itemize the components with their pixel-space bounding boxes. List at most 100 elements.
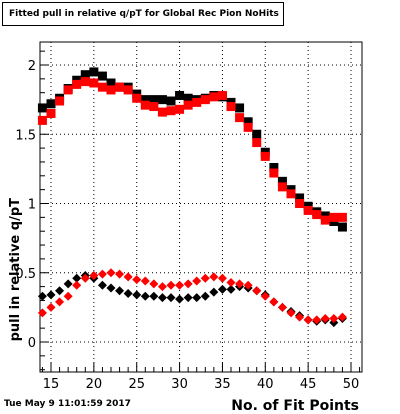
- data-point-square: [235, 103, 245, 113]
- data-point-diamond: [252, 286, 262, 296]
- data-point-diamond: [295, 312, 305, 322]
- x-tick-label: 45: [300, 377, 317, 392]
- data-point-square: [149, 95, 159, 105]
- data-point-diamond: [235, 279, 245, 289]
- data-point-square: [166, 106, 176, 116]
- data-point-diamond: [106, 268, 116, 278]
- data-point-diamond: [123, 289, 133, 299]
- data-point-diamond: [329, 313, 339, 323]
- data-point-square: [295, 199, 305, 208]
- data-point-square: [72, 79, 82, 89]
- data-point-diamond: [37, 291, 47, 301]
- data-point-diamond: [97, 280, 107, 290]
- data-point-diamond: [183, 293, 193, 303]
- y-tick-label: 1: [28, 198, 36, 213]
- data-point-square: [157, 107, 167, 117]
- data-point-square: [97, 71, 107, 81]
- data-point-diamond: [260, 291, 270, 301]
- data-point-diamond: [46, 290, 56, 300]
- data-point-diamond: [286, 308, 296, 318]
- x-tick-label: 20: [86, 377, 103, 392]
- data-point-diamond: [115, 269, 125, 279]
- data-point-diamond: [166, 293, 176, 303]
- data-point-diamond: [157, 282, 167, 292]
- data-point-square: [123, 85, 133, 95]
- data-point-diamond: [337, 312, 347, 322]
- data-point-square: [55, 96, 65, 106]
- data-point-square: [140, 95, 150, 105]
- data-point-square: [46, 99, 56, 109]
- data-point-square: [277, 182, 287, 192]
- data-point-diamond: [192, 293, 202, 303]
- data-point-square: [312, 210, 322, 220]
- data-point-square: [37, 115, 47, 125]
- data-point-square: [175, 104, 185, 114]
- data-point-square: [320, 215, 330, 225]
- data-point-diamond: [269, 297, 279, 307]
- data-point-square: [260, 151, 270, 161]
- data-point-square: [132, 93, 142, 103]
- data-point-diamond: [209, 287, 219, 297]
- data-point-diamond: [72, 280, 82, 290]
- data-point-square: [286, 189, 296, 199]
- data-point-diamond: [149, 279, 159, 289]
- data-point-square: [115, 82, 125, 92]
- x-tick-label: 25: [128, 377, 145, 392]
- data-point-diamond: [320, 313, 330, 323]
- data-point-diamond: [277, 302, 287, 312]
- data-point-square: [97, 82, 107, 92]
- data-point-diamond: [140, 291, 150, 301]
- data-point-square: [243, 117, 253, 127]
- data-point-square: [277, 176, 287, 186]
- x-tick-label: 50: [343, 377, 360, 392]
- data-point-diamond: [200, 273, 210, 283]
- data-point-square: [329, 212, 339, 222]
- data-point-square: [106, 85, 116, 95]
- data-point-square: [252, 138, 262, 148]
- x-tick-label: 35: [214, 377, 231, 392]
- y-tick-label: 0.5: [15, 267, 36, 282]
- data-point-diamond: [175, 280, 185, 290]
- x-tick-label: 15: [43, 377, 60, 392]
- x-tick-label: 30: [171, 377, 188, 392]
- y-tick-label: 1.5: [15, 128, 36, 143]
- x-axis-label: No. of Fit Points: [231, 398, 359, 414]
- data-point-diamond: [175, 294, 185, 304]
- data-point-square: [89, 78, 99, 88]
- data-point-square: [140, 100, 150, 110]
- data-point-diamond: [80, 273, 90, 283]
- data-point-square: [337, 212, 347, 222]
- data-point-diamond: [312, 315, 322, 325]
- data-point-square: [106, 78, 116, 88]
- data-point-diamond: [37, 308, 47, 318]
- data-point-diamond: [217, 273, 227, 283]
- data-point-diamond: [166, 280, 176, 290]
- data-point-diamond: [243, 280, 253, 290]
- data-point-diamond: [149, 291, 159, 301]
- data-point-diamond: [46, 302, 56, 312]
- data-point-square: [269, 162, 279, 172]
- data-point-diamond: [217, 284, 227, 294]
- data-point-diamond: [55, 286, 65, 296]
- data-point-square: [243, 122, 253, 132]
- data-point-square: [157, 95, 167, 105]
- data-point-square: [200, 95, 210, 105]
- data-point-square: [235, 113, 245, 123]
- data-point-diamond: [63, 291, 73, 301]
- data-point-square: [175, 90, 185, 100]
- data-point-diamond: [226, 277, 236, 287]
- data-point-diamond: [183, 279, 193, 289]
- chart-title: Fitted pull in relative q/pT for Global …: [9, 9, 279, 19]
- plot-frame: [39, 41, 363, 373]
- data-point-square: [80, 70, 90, 80]
- data-point-diamond: [115, 286, 125, 296]
- chart-title-box: Fitted pull in relative q/pT for Global …: [2, 2, 284, 26]
- y-tick-label: 0: [28, 336, 36, 351]
- data-point-square: [63, 85, 73, 95]
- data-point-diamond: [303, 315, 313, 325]
- data-point-diamond: [72, 273, 82, 283]
- data-point-square: [192, 97, 202, 107]
- axis-ticks: 15 20 25 30 35 40 45 50 0 0.5 1 1.5 2: [15, 50, 361, 392]
- y-tick-label: 2: [28, 59, 36, 74]
